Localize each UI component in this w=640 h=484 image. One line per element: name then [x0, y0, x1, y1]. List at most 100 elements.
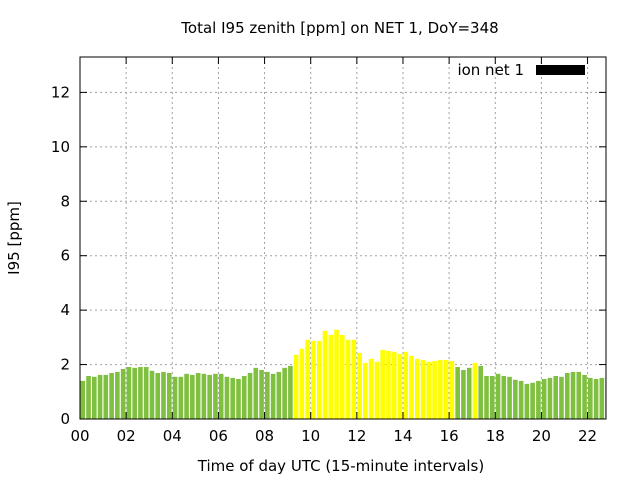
- y-axis-label: I95 [ppm]: [5, 201, 23, 275]
- bar: [224, 376, 230, 419]
- x-tick-label: 06: [209, 427, 228, 445]
- x-tick-label: 22: [578, 427, 597, 445]
- bar: [403, 351, 409, 419]
- bar: [265, 371, 270, 419]
- x-tick-label: 10: [301, 427, 320, 445]
- bar: [270, 373, 276, 419]
- bar: [380, 349, 385, 419]
- chart-title: Total I95 zenith [ppm] on NET 1, DoY=348: [180, 19, 498, 37]
- bar: [195, 373, 201, 419]
- bar: [166, 373, 172, 419]
- bar: [495, 373, 501, 419]
- bar: [316, 340, 322, 419]
- bar: [426, 361, 432, 419]
- bar: [397, 353, 403, 419]
- bar: [420, 359, 426, 419]
- bar: [553, 375, 559, 419]
- bar: [466, 367, 472, 419]
- bar: [161, 371, 166, 419]
- plot-frame: [79, 56, 607, 420]
- bar: [518, 380, 524, 419]
- bar: [478, 365, 484, 419]
- bar: [236, 378, 241, 419]
- bar: [103, 374, 109, 419]
- grid: [80, 57, 606, 419]
- bar: [143, 367, 149, 419]
- x-tick-label: 12: [347, 427, 366, 445]
- bar: [149, 370, 155, 419]
- bar: [570, 371, 576, 419]
- bar: [190, 374, 195, 419]
- bar: [201, 373, 207, 419]
- x-tick-label: 04: [163, 427, 182, 445]
- bar: [414, 358, 420, 419]
- bar: [588, 377, 593, 419]
- y-tick-label: 12: [51, 83, 70, 101]
- bar: [363, 362, 368, 419]
- bar: [305, 339, 311, 419]
- bar: [230, 377, 236, 419]
- bar: [536, 380, 541, 419]
- legend-label: ion net 1: [457, 61, 524, 79]
- bar: [547, 377, 553, 419]
- bar: [207, 374, 212, 419]
- bar: [559, 376, 564, 419]
- bar: [213, 373, 218, 419]
- x-tick-label: 02: [117, 427, 136, 445]
- bar: [530, 382, 535, 419]
- bar: [351, 339, 357, 419]
- bar: [432, 361, 437, 419]
- bar: [247, 373, 253, 419]
- x-tick-label: 14: [393, 427, 412, 445]
- bar: [172, 376, 178, 419]
- bar: [184, 373, 189, 419]
- bar: [599, 377, 605, 419]
- bar: [282, 367, 287, 419]
- bar: [541, 378, 547, 419]
- bars: [80, 329, 606, 419]
- y-tick-label: 10: [51, 138, 70, 156]
- bar: [438, 359, 443, 419]
- bar: [357, 352, 362, 419]
- y-tick-label: 4: [60, 301, 70, 319]
- legend: ion net 1: [457, 61, 585, 79]
- bar: [374, 361, 380, 419]
- bar: [253, 367, 259, 419]
- bar: [443, 359, 449, 419]
- y-tick-label: 8: [60, 192, 70, 210]
- bar: [218, 373, 224, 419]
- bar: [91, 376, 97, 419]
- bar: [593, 378, 599, 419]
- bar: [322, 330, 328, 419]
- bar: [449, 361, 455, 419]
- x-tick-label: 18: [486, 427, 505, 445]
- bar: [582, 374, 587, 419]
- x-axis-label: Time of day UTC (15-minute intervals): [197, 457, 484, 475]
- bar: [409, 355, 414, 419]
- bar: [461, 370, 466, 419]
- bar: [299, 348, 305, 419]
- bar: [80, 380, 86, 419]
- bar: [276, 371, 282, 419]
- bar: [391, 351, 397, 419]
- y-tick-label: 6: [60, 247, 70, 265]
- y-tick-label: 0: [60, 410, 70, 428]
- bar: [120, 368, 126, 419]
- bar: [138, 367, 143, 419]
- bar: [97, 374, 103, 419]
- bar: [345, 339, 351, 419]
- bar: [513, 379, 518, 419]
- bar: [334, 329, 339, 419]
- bar: [126, 367, 132, 419]
- bar: [484, 375, 489, 419]
- x-tick-label: 20: [532, 427, 551, 445]
- bar: [132, 367, 137, 419]
- bar: [288, 365, 293, 419]
- bar: [576, 371, 582, 419]
- bar: [472, 362, 478, 419]
- x-tick-label: 16: [440, 427, 459, 445]
- bar: [115, 371, 120, 419]
- bar: [293, 354, 299, 419]
